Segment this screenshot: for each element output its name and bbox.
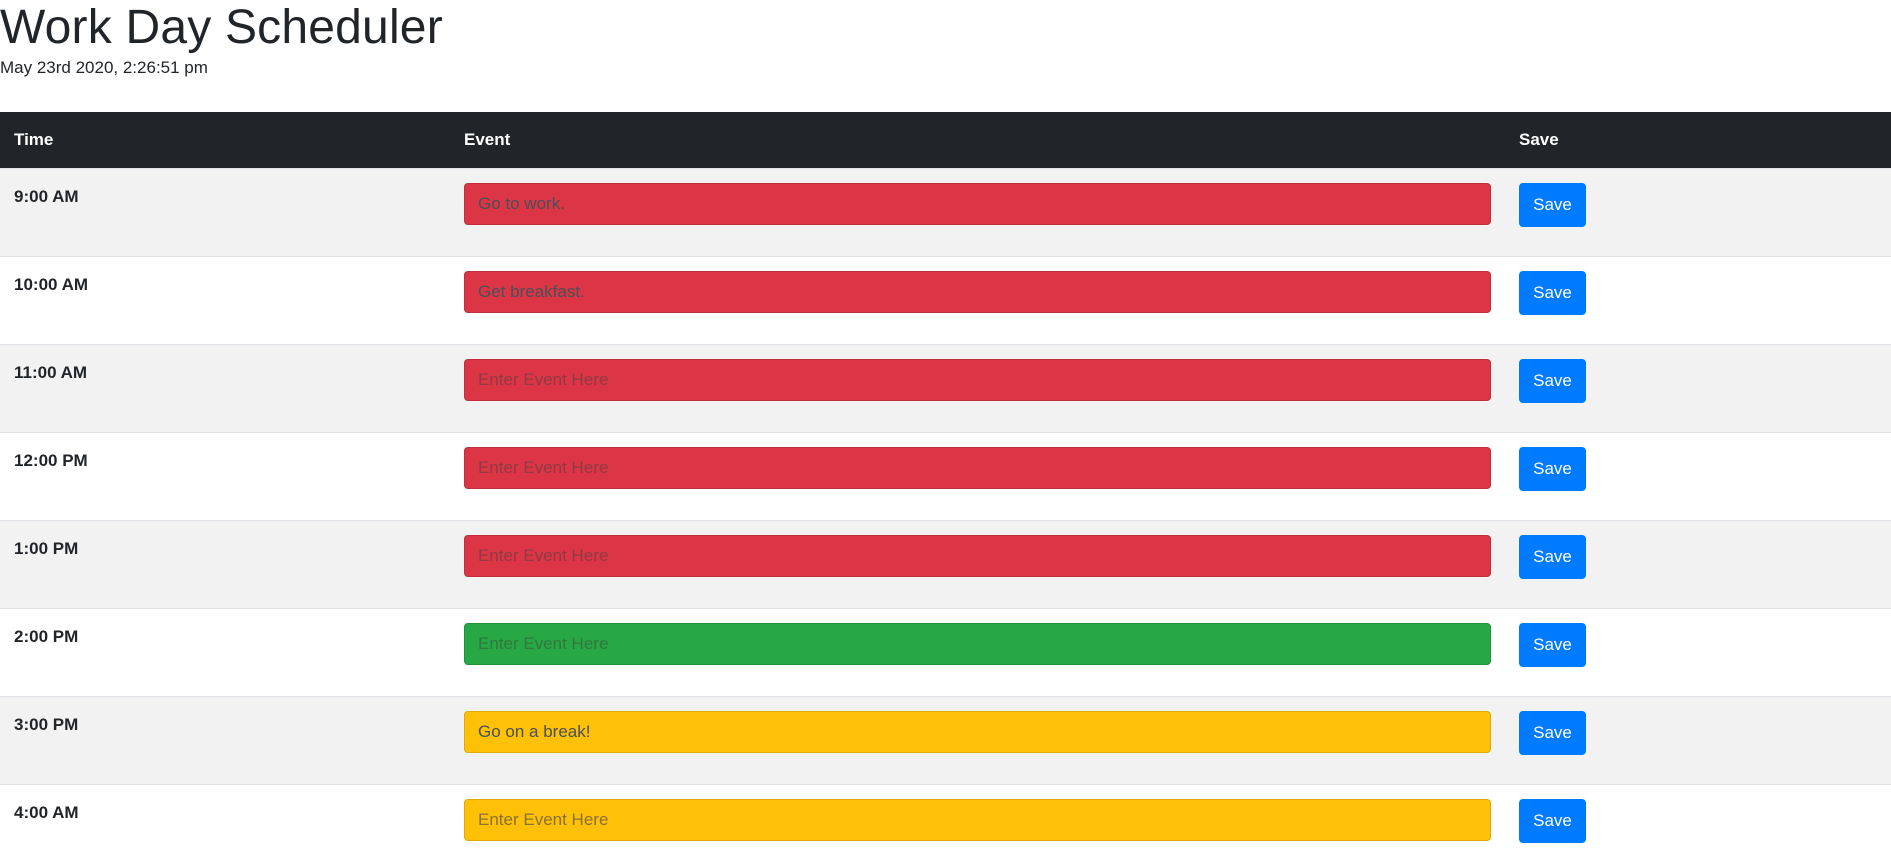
event-input[interactable] [464,534,1491,577]
event-cell [450,520,1505,608]
event-cell [450,344,1505,432]
save-button[interactable]: Save [1519,270,1586,315]
event-input[interactable] [464,798,1491,841]
hour-label: 11:00 AM [14,362,88,382]
hour-label: 12:00 PM [14,450,88,470]
hour-label: 4:00 AM [14,802,79,822]
hour-row: 12:00 PM Save [0,432,1891,520]
hour-label: 1:00 PM [14,538,79,558]
save-button[interactable]: Save [1519,798,1586,843]
hour-row: 3:00 PM Save [0,696,1891,784]
hour-label: 2:00 PM [14,626,79,646]
save-cell: Save [1505,784,1891,846]
event-cell [450,168,1505,256]
save-cell: Save [1505,696,1891,784]
event-input[interactable] [464,710,1491,753]
event-input[interactable] [464,446,1491,489]
event-input[interactable] [464,622,1491,665]
event-cell [450,608,1505,696]
hour-row: 4:00 AM Save [0,784,1891,846]
save-button[interactable]: Save [1519,534,1586,579]
save-cell: Save [1505,256,1891,344]
event-cell [450,432,1505,520]
header-row: Time Event Save [0,112,1891,168]
column-header-time: Time [14,129,54,149]
hour-row: 11:00 AM Save [0,344,1891,432]
hour-label: 10:00 AM [14,274,89,294]
save-cell: Save [1505,344,1891,432]
hour-label: 9:00 AM [14,186,79,206]
hour-row: 2:00 PM Save [0,608,1891,696]
column-header-event: Event [464,129,511,149]
current-datetime: May 23rd 2020, 2:26:51 pm [0,58,208,77]
save-button[interactable]: Save [1519,358,1586,403]
event-input[interactable] [464,270,1491,313]
save-button[interactable]: Save [1519,446,1586,491]
save-cell: Save [1505,608,1891,696]
event-input[interactable] [464,358,1491,401]
event-cell [450,784,1505,846]
page-title: Work Day Scheduler [0,1,443,54]
save-button[interactable]: Save [1519,710,1586,755]
column-header-save: Save [1519,129,1559,149]
schedule-table-body: 9:00 AM Save 10:00 AM Save 11:00 AM [0,168,1891,846]
save-cell: Save [1505,520,1891,608]
event-cell [450,696,1505,784]
schedule-table: Time Event Save 9:00 AM Save 10:00 AM [0,112,1891,846]
hour-row: 1:00 PM Save [0,520,1891,608]
save-button[interactable]: Save [1519,182,1586,227]
save-cell: Save [1505,432,1891,520]
event-input[interactable] [464,182,1491,225]
hour-label: 3:00 PM [14,714,79,734]
hour-row: 9:00 AM Save [0,168,1891,256]
schedule-table-header: Time Event Save [0,112,1891,168]
save-button[interactable]: Save [1519,622,1586,667]
hour-row: 10:00 AM Save [0,256,1891,344]
event-cell [450,256,1505,344]
save-cell: Save [1505,168,1891,256]
